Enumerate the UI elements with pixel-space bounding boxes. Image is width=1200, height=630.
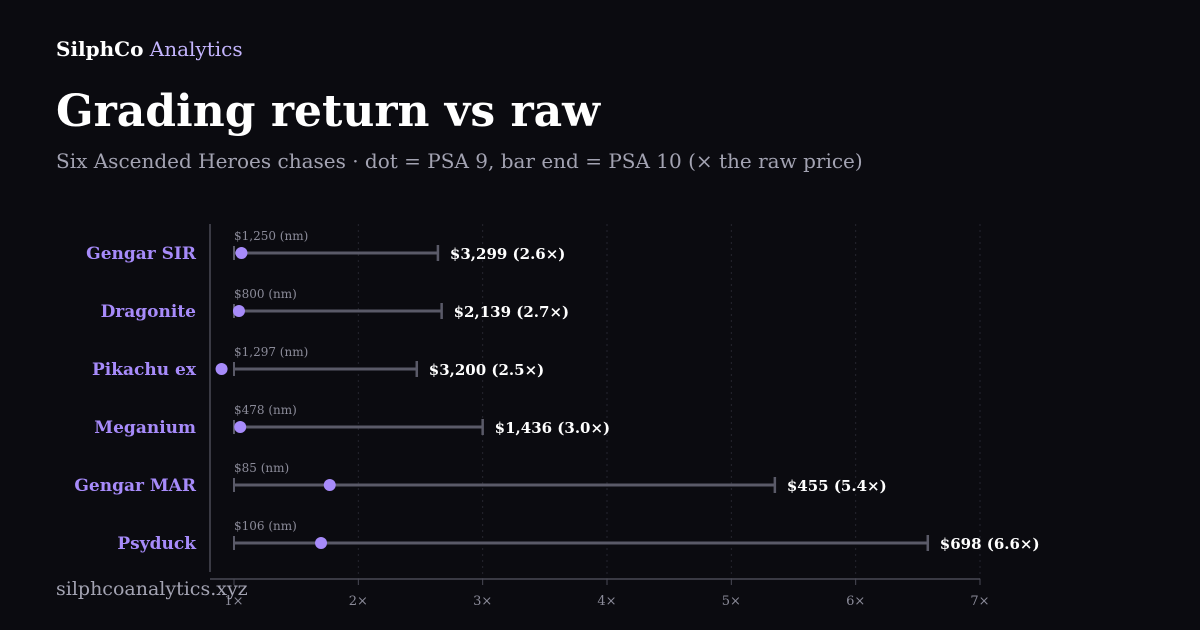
x-tick-label: 6× (846, 594, 865, 609)
x-tick-label: 3× (473, 594, 492, 609)
chart-rows: Gengar SIR $1,250 (nm) $3,299 (2.6×) Dragon… (74, 229, 1039, 554)
psa10-value-label: $3,200 (2.5×) (429, 361, 545, 379)
brand: SilphCo Analytics (56, 37, 243, 61)
psa10-value-label: $2,139 (2.7×) (454, 303, 570, 321)
x-tick-label: 7× (970, 594, 989, 609)
raw-price-label: $800 (nm) (234, 287, 297, 301)
page-subtitle: Six Ascended Heroes chases · dot = PSA 9… (56, 149, 863, 173)
psa10-value-label: $698 (6.6×) (940, 535, 1040, 553)
raw-price-label: $1,250 (nm) (234, 229, 308, 243)
psa9-dot (232, 305, 245, 317)
raw-price-label: $1,297 (nm) (234, 345, 308, 359)
category-label: Dragonite (101, 302, 197, 322)
psa10-value-label: $3,299 (2.6×) (450, 245, 566, 263)
x-tick-label: 5× (722, 594, 741, 609)
psa9-dot (323, 479, 336, 491)
category-label: Pikachu ex (92, 360, 197, 380)
x-tick-label: 1× (224, 594, 243, 609)
page-title: Grading return vs raw (56, 86, 601, 137)
brand-name: SilphCo (56, 37, 144, 61)
raw-price-label: $106 (nm) (234, 519, 297, 533)
category-label: Meganium (94, 418, 196, 438)
psa9-dot (215, 363, 228, 375)
footer-site: silphcoanalytics.xyz (56, 578, 248, 600)
psa9-dot (235, 247, 248, 259)
psa9-dot (315, 537, 328, 549)
raw-price-label: $85 (nm) (234, 461, 289, 475)
grid-lines (357, 224, 981, 579)
category-label: Gengar MAR (74, 476, 196, 496)
psa10-value-label: $455 (5.4×) (787, 477, 887, 495)
x-tick-label: 2× (349, 594, 368, 609)
category-label: Gengar SIR (86, 244, 197, 264)
psa9-dot (234, 421, 247, 433)
axes: 1× 2× 3× 4× 5× 6× 7× (209, 224, 990, 609)
x-tick-label: 4× (597, 594, 616, 609)
psa10-value-label: $1,436 (3.0×) (495, 419, 610, 437)
raw-price-label: $478 (nm) (234, 403, 297, 417)
category-label: Psyduck (117, 534, 197, 554)
brand-suffix: Analytics (149, 37, 243, 61)
